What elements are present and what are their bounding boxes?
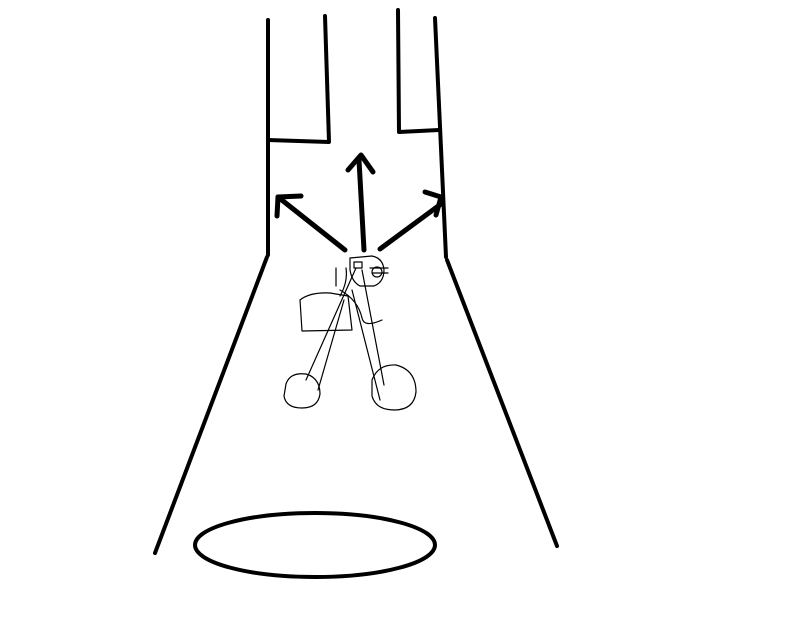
channel-right-wall-icon (433, 16, 448, 259)
funnel-right-wall-icon (445, 258, 559, 548)
spotlight-ellipse-icon (193, 511, 437, 579)
up-right-arrow-icon (377, 189, 444, 252)
inner-right-baffle-icon (396, 8, 441, 134)
up-arrow-icon (345, 152, 376, 253)
up-left-arrow-icon (274, 193, 348, 253)
inner-left-baffle-icon (266, 14, 331, 144)
funnel-left-wall-icon (153, 255, 269, 555)
stick-figure-cyclist-icon (283, 255, 417, 411)
